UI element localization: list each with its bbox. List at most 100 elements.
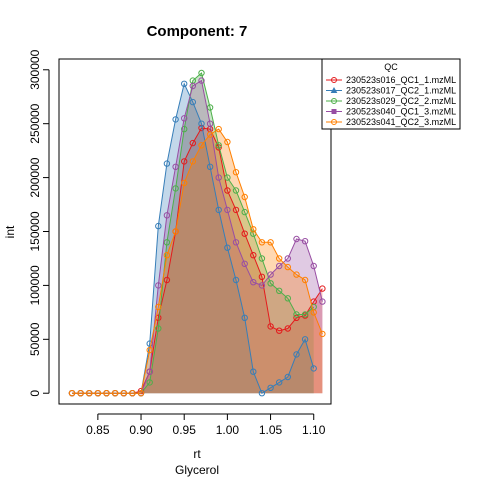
series-5-point — [129, 390, 136, 397]
x-tick-label: 1.00 — [216, 423, 240, 437]
x-axis-label: rt — [193, 447, 201, 461]
series-1-point — [293, 314, 300, 321]
legend-entry-label: 230523s016_QC1_1.mzML — [346, 75, 456, 85]
series-5-point — [215, 125, 222, 133]
legend-swatch-marker — [330, 86, 338, 93]
series-2-point — [276, 379, 283, 386]
series-5-point — [198, 142, 205, 149]
series-3-point — [284, 295, 291, 302]
series-4-point — [215, 174, 222, 181]
series-2-point — [215, 206, 222, 214]
series-4-point — [301, 238, 309, 245]
series-5-area — [72, 129, 323, 394]
series-5-point — [86, 390, 93, 397]
series-4-point — [172, 163, 179, 171]
series-3-point — [163, 239, 171, 246]
series-2-point — [224, 244, 231, 251]
series-2-point — [163, 160, 171, 167]
legend-swatch-marker — [331, 109, 337, 114]
series-5-point — [94, 390, 102, 397]
series-2-point — [241, 314, 248, 321]
y-tick-label: 150000 — [28, 211, 42, 251]
series-4-point — [163, 212, 171, 219]
series-1-point — [250, 252, 257, 259]
series-4-point — [276, 262, 283, 270]
series-5-point — [310, 309, 317, 316]
series-3-point — [155, 325, 162, 332]
y-tick-label: 300000 — [28, 49, 42, 89]
series-2-point — [189, 98, 197, 106]
series-2-point — [172, 116, 179, 123]
series-3-point — [172, 185, 179, 192]
legend-swatch-marker — [331, 77, 337, 83]
series-4-point — [198, 77, 205, 84]
series-4-point — [250, 279, 257, 286]
series-2-point — [181, 80, 188, 88]
series-3-point — [241, 208, 248, 216]
series-5-point — [301, 276, 309, 284]
series-3-point — [258, 255, 266, 262]
series-3-point — [232, 187, 240, 194]
legend-swatch-marker — [331, 119, 337, 125]
plot-frame — [58, 58, 332, 405]
series-5-point — [77, 390, 84, 397]
series-5-point — [163, 252, 171, 259]
series-5-point — [68, 390, 76, 397]
series-2-point — [310, 365, 317, 372]
series-4-point — [224, 206, 231, 214]
series-1-area — [72, 128, 323, 394]
series-4-point — [267, 271, 274, 278]
series-4-point — [146, 368, 153, 375]
series-5-point — [120, 390, 128, 397]
series-5-point — [267, 239, 274, 246]
series-4-point — [232, 239, 240, 246]
series-3-point — [301, 311, 309, 318]
series-3-point — [276, 287, 283, 294]
y-tick-label: 0 — [28, 390, 42, 397]
series-1-point — [258, 273, 266, 280]
chart-title: Component: 7 — [147, 23, 248, 40]
x-tick-label: 0.95 — [173, 423, 197, 437]
series-1-point — [232, 206, 240, 214]
series-5-point — [103, 390, 110, 397]
series-2-point — [198, 120, 205, 127]
series-2-point — [206, 163, 214, 171]
series-5-point — [146, 346, 153, 354]
series-5-point — [111, 390, 119, 397]
series-5-point — [258, 239, 266, 246]
series-4-point — [155, 282, 162, 289]
y-axis-label: int — [3, 225, 17, 238]
series-3-point — [198, 69, 205, 77]
series-2-point — [155, 222, 162, 230]
legend-swatch-marker — [331, 98, 337, 104]
y-tick-label: 100000 — [28, 265, 42, 305]
legend-entry-label: 230523s041_QC2_3.mzML — [346, 117, 456, 127]
series-3-point — [215, 142, 222, 149]
series-3-area — [72, 73, 314, 394]
series-5-point — [181, 179, 188, 187]
x-tick-label: 1.10 — [302, 423, 326, 437]
series-5-point — [189, 158, 197, 165]
series-5-line — [72, 128, 323, 394]
series-1-point — [189, 139, 197, 147]
series-5-point — [155, 303, 162, 311]
series-5-point — [137, 390, 145, 397]
y-tick-label: 250000 — [28, 103, 42, 143]
series-5-point — [206, 131, 214, 138]
series-1-point — [163, 276, 171, 284]
series-1-point — [155, 314, 162, 321]
series-1-point — [137, 387, 145, 395]
series-5-point — [172, 228, 179, 235]
y-tick-label: 50000 — [28, 322, 42, 356]
series-5-point — [319, 330, 326, 338]
series-3-point — [181, 125, 188, 133]
series-2-point — [258, 390, 266, 397]
series-2-point — [301, 336, 309, 343]
series-1-point — [181, 158, 188, 165]
series-2-point — [293, 351, 300, 358]
series-4-point — [189, 82, 197, 90]
series-1-point — [224, 187, 231, 194]
series-1-point — [284, 325, 291, 332]
y-tick-label: 200000 — [28, 157, 42, 197]
